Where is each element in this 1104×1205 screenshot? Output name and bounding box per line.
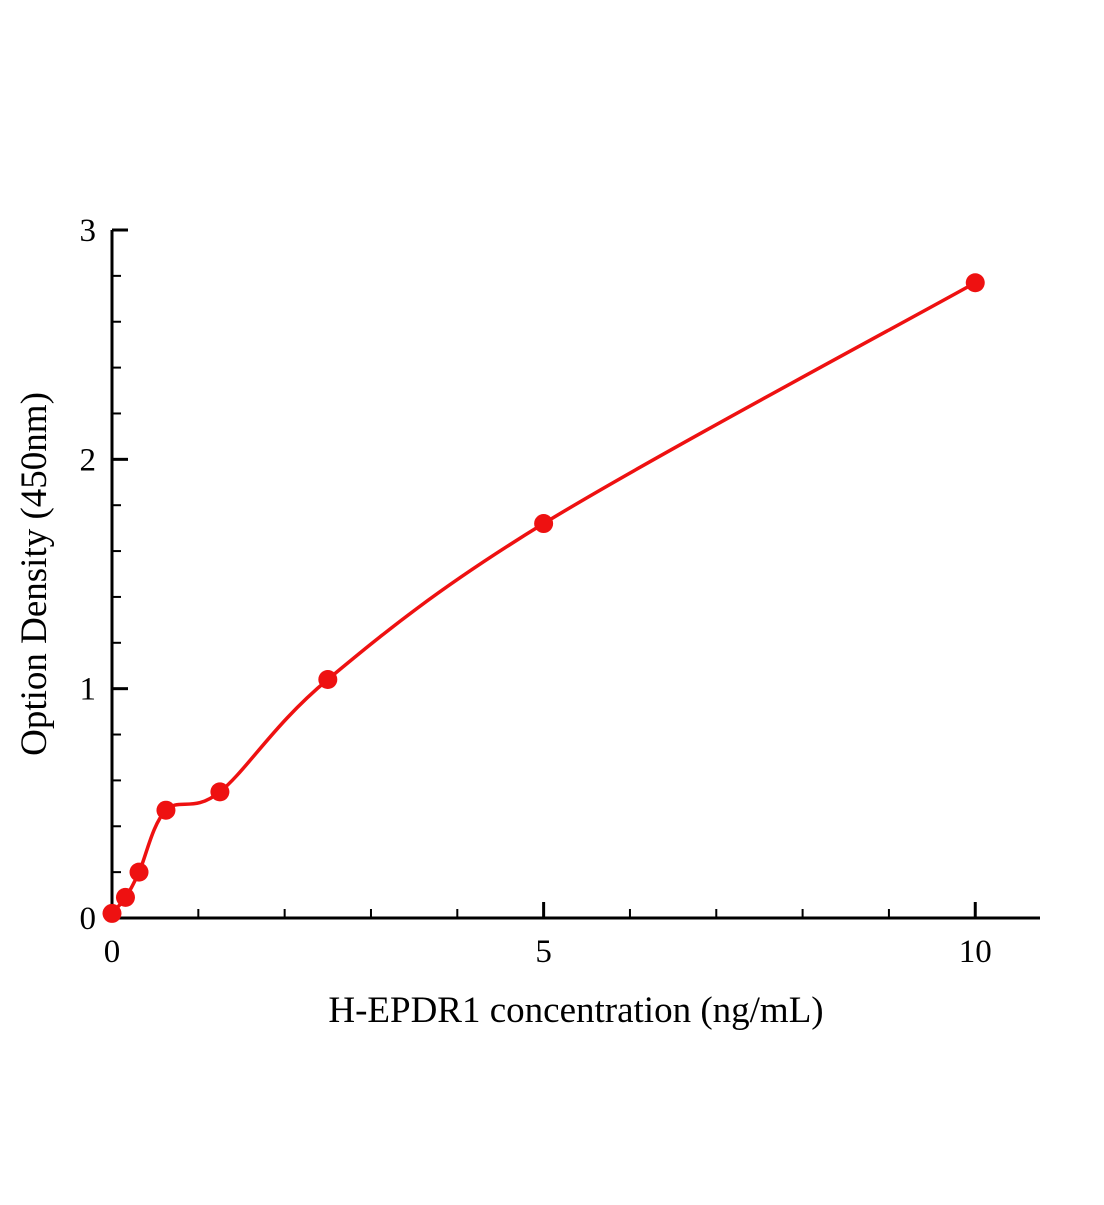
data-point-marker — [318, 669, 338, 689]
x-tick-label: 5 — [535, 934, 552, 970]
y-axis-title: Option Density (450nm) — [14, 392, 55, 756]
y-tick-label: 3 — [80, 213, 97, 249]
data-point-marker — [534, 514, 554, 534]
y-tick-label: 2 — [80, 442, 97, 478]
data-point-marker — [210, 782, 230, 802]
x-axis-title: H-EPDR1 concentration (ng/mL) — [328, 990, 823, 1031]
y-tick-label: 1 — [80, 672, 97, 708]
data-point-marker — [102, 903, 122, 923]
data-point-marker — [129, 862, 149, 882]
data-point-marker — [965, 273, 985, 293]
fitted-curve — [110, 281, 977, 915]
x-tick-label: 10 — [959, 934, 992, 970]
data-point-marker — [115, 887, 135, 907]
data-series — [102, 273, 985, 923]
y-tick-label: 0 — [80, 901, 97, 937]
data-point-marker — [156, 800, 176, 820]
axes: 0 5 10 0 1 2 3 — [80, 213, 1040, 970]
x-tick-label: 0 — [104, 934, 121, 970]
